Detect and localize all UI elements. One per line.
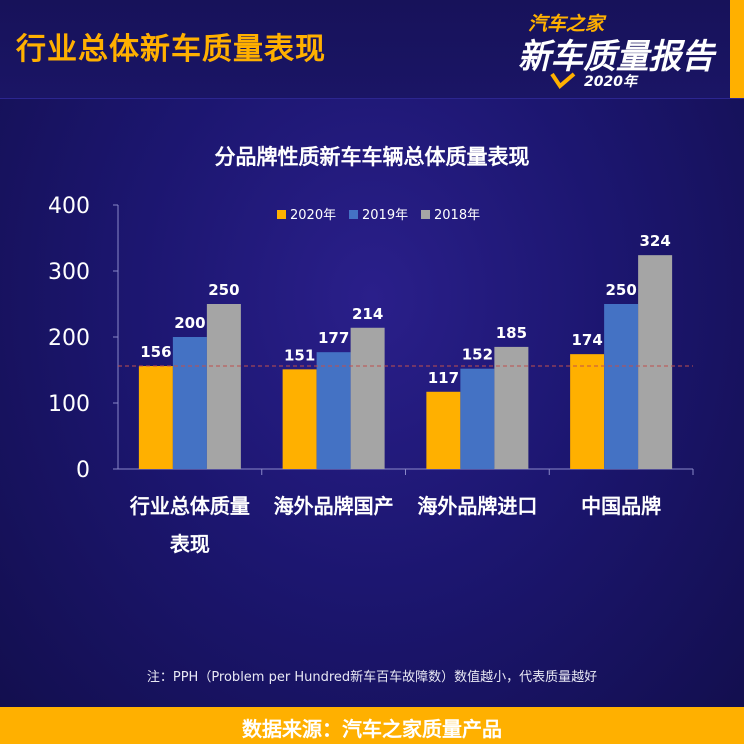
logo-year-text: 2020年	[584, 73, 639, 90]
y-tick-label: 0	[76, 458, 90, 483]
bar-1-2	[282, 369, 317, 469]
header-bar	[0, 0, 744, 99]
data-label: 156	[140, 343, 171, 361]
source-text: 数据来源：汽车之家质量产品	[242, 717, 502, 741]
data-label: 214	[352, 305, 383, 323]
page-title: 行业总体新车质量表现	[16, 32, 326, 67]
data-label: 250	[605, 281, 636, 299]
x-category-label: 行业总体质量	[129, 494, 250, 518]
legend-label: 2020年	[290, 208, 336, 223]
data-label: 152	[462, 346, 493, 364]
y-tick-label: 300	[48, 260, 90, 285]
y-tick-label: 200	[48, 326, 90, 351]
logo-check-mark	[550, 72, 576, 89]
logo-main-text: 新车质量报告	[518, 37, 717, 77]
data-label: 250	[208, 281, 239, 299]
legend-label: 2019年	[362, 208, 408, 223]
x-category-label: 表现	[170, 532, 210, 556]
bar-2-1	[172, 337, 207, 469]
legend-label: 2018年	[434, 208, 480, 223]
legend-swatch	[349, 210, 358, 219]
bar-1-3	[426, 391, 461, 469]
bar-3-2	[350, 327, 385, 469]
bar-chart: 分品牌性质新车车辆总体质量表现0100200300400156200250行业总…	[48, 145, 694, 556]
data-label: 200	[174, 314, 205, 332]
bar-2-3	[460, 368, 495, 469]
data-label: 117	[428, 369, 459, 387]
data-label: 174	[571, 331, 602, 349]
bar-1-1	[138, 366, 173, 469]
x-category-label: 海外品牌进口	[417, 494, 537, 518]
logo-top-text: 汽车之家	[528, 13, 607, 35]
data-label: 185	[496, 324, 527, 342]
bar-2-2	[316, 352, 351, 469]
bar-3-4	[638, 255, 673, 469]
x-category-label: 海外品牌国产	[274, 494, 394, 518]
legend-swatch	[277, 210, 286, 219]
autohome-report-logo: 汽车之家 新车质量报告 2020年	[518, 13, 717, 90]
y-tick-label: 400	[48, 194, 90, 219]
chart-title: 分品牌性质新车车辆总体质量表现	[215, 145, 530, 169]
bar-3-1	[206, 304, 241, 469]
data-label: 324	[639, 232, 670, 250]
footnote: 注：PPH（Problem per Hundred新车百车故障数）数值越小，代表…	[146, 670, 598, 685]
bar-2-4	[604, 304, 639, 469]
source-bar: 数据来源：汽车之家质量产品	[0, 707, 744, 744]
y-tick-label: 100	[48, 392, 90, 417]
legend-swatch	[421, 210, 430, 219]
header-accent-bar	[730, 0, 744, 98]
data-label: 177	[318, 329, 349, 347]
x-category-label: 中国品牌	[581, 494, 661, 518]
data-label: 151	[284, 346, 315, 364]
bar-1-4	[570, 354, 605, 469]
bar-3-3	[494, 346, 529, 469]
